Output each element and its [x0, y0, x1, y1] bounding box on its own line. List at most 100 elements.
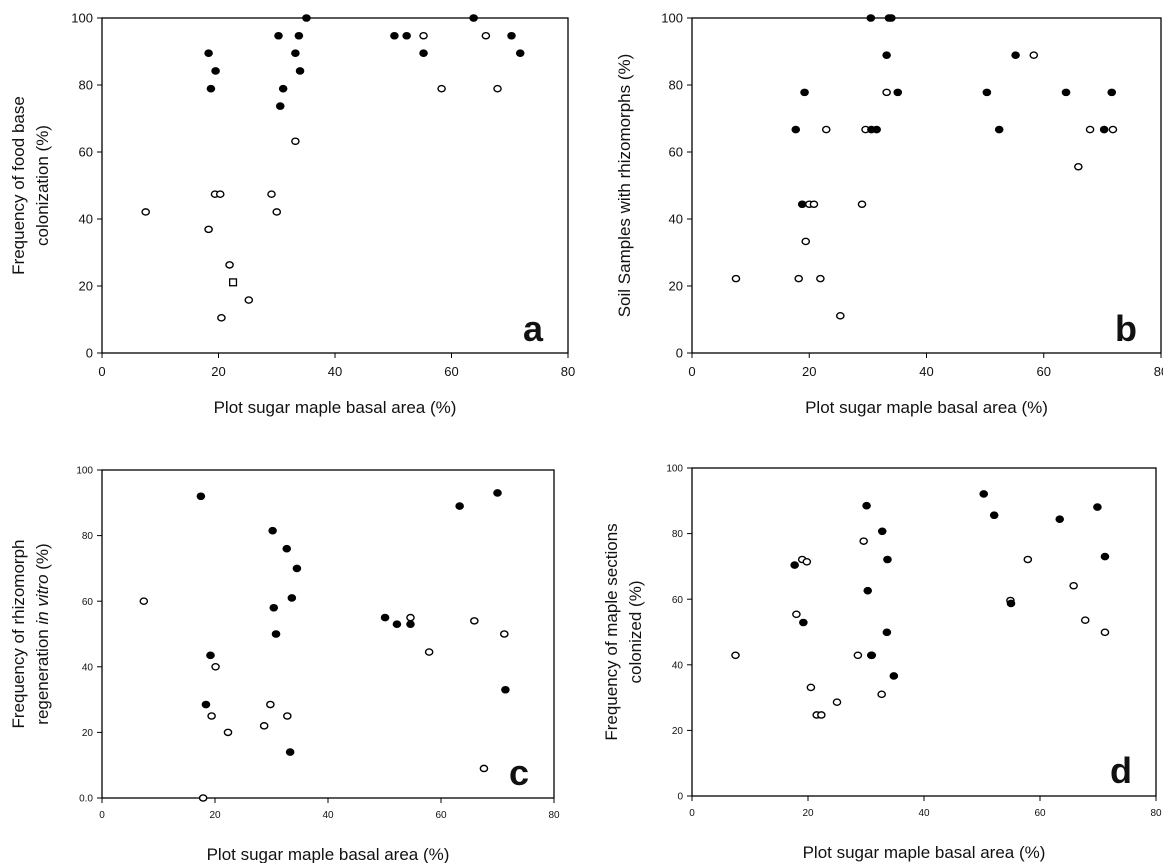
y-tick-label: 0.0 — [79, 794, 93, 805]
y-tick-label: 100 — [76, 466, 93, 477]
data-point-open — [223, 728, 233, 737]
data-point-open — [291, 137, 300, 146]
data-point-open — [1074, 162, 1083, 171]
x-tick-label: 60 — [444, 364, 458, 379]
y-axis-label-part: (%) — [33, 543, 52, 574]
data-point-filled — [1100, 552, 1110, 561]
series-square-open — [229, 278, 238, 287]
data-point-open — [419, 31, 428, 40]
data-point-open — [217, 314, 226, 322]
y-axis-label-part: regeneration — [33, 625, 52, 725]
data-point-filled — [282, 544, 292, 553]
data-point-open — [470, 617, 479, 625]
y-tick-label: 20 — [669, 279, 683, 294]
data-point-filled — [278, 84, 288, 93]
data-point-open — [424, 648, 434, 656]
data-point-filled — [872, 125, 881, 134]
x-tick-label: 0 — [689, 808, 695, 819]
data-point-open — [267, 190, 276, 199]
y-tick-label: 100 — [661, 11, 683, 26]
y-tick-label: 40 — [82, 662, 94, 673]
data-point-filled — [1006, 599, 1016, 608]
data-point-filled — [507, 31, 516, 40]
data-point-open — [801, 237, 811, 246]
x-tick-label: 40 — [918, 808, 930, 819]
data-point-open — [1080, 616, 1090, 624]
panel-a: 0 20 40 60 80 0 20 40 60 80 100 Plot sugar maple ba… — [9, 11, 575, 417]
series-filled — [790, 490, 1110, 680]
data-point-open — [1023, 555, 1033, 564]
y-tick-label: 0 — [86, 346, 93, 361]
data-point-open — [731, 651, 740, 660]
data-point-filled — [275, 102, 285, 110]
panel-letter: d — [1110, 750, 1132, 791]
data-point-open — [139, 597, 149, 606]
data-point-filled — [1061, 88, 1071, 97]
y-tick-label: 0 — [676, 346, 683, 361]
data-point-open — [816, 274, 825, 283]
data-point-open — [406, 613, 415, 622]
x-axis-label: Plot sugar maple basal area (%) — [803, 843, 1046, 862]
data-point-filled — [206, 84, 216, 93]
series-open — [141, 31, 502, 322]
data-point-square — [229, 278, 238, 287]
data-point-open — [204, 225, 213, 234]
y-tick-label: 20 — [672, 726, 684, 737]
data-point-open — [731, 274, 741, 283]
data-point-filled — [800, 88, 809, 97]
y-tick-label: 100 — [666, 464, 683, 475]
data-point-filled — [390, 31, 399, 40]
data-point-filled — [877, 527, 887, 536]
data-point-filled — [883, 555, 892, 564]
data-point-filled — [887, 14, 896, 22]
data-point-filled — [982, 88, 992, 97]
data-point-filled — [455, 502, 464, 510]
data-point-open — [207, 712, 216, 720]
data-point-open — [479, 764, 489, 773]
data-point-filled — [380, 613, 390, 622]
x-axis-label: Plot sugar maple basal area (%) — [805, 398, 1048, 417]
data-point-filled — [419, 49, 428, 57]
x-tick-label: 20 — [209, 810, 221, 821]
x-tick-label: 60 — [1034, 808, 1046, 819]
y-tick-label: 0 — [677, 792, 683, 803]
series-filled — [196, 489, 510, 756]
y-tick-label: 80 — [82, 531, 94, 542]
data-point-filled — [791, 125, 801, 134]
data-point-filled — [196, 492, 206, 501]
data-point-open — [211, 663, 220, 671]
data-point-filled — [979, 490, 989, 498]
series-open — [139, 597, 509, 802]
data-point-open — [1085, 125, 1095, 134]
data-point-filled — [1055, 515, 1065, 523]
x-tick-label: 40 — [322, 810, 334, 821]
y-tick-label: 40 — [672, 660, 684, 671]
data-point-filled — [501, 685, 510, 694]
data-point-filled — [862, 501, 871, 510]
x-tick-label: 80 — [548, 810, 560, 821]
data-point-filled — [291, 49, 300, 57]
data-point-filled — [515, 49, 525, 57]
data-point-open — [859, 537, 868, 545]
y-tick-label: 80 — [79, 78, 93, 93]
data-point-filled — [406, 620, 415, 628]
data-point-open — [499, 630, 509, 638]
data-point-filled — [201, 700, 211, 709]
panels: 0 20 40 60 80 0 20 40 60 80 100 Plot sugar maple ba… — [9, 11, 1163, 863]
panel-b: 0 20 40 60 80 0 20 40 60 80 100 Plot sugar maple ba… — [615, 11, 1163, 417]
data-point-filled — [994, 125, 1004, 134]
data-point-open — [832, 698, 842, 706]
x-tick-label: 0 — [98, 364, 105, 379]
y-axis-label-line: Frequency of rhizomorph — [9, 540, 28, 729]
y-tick-label: 60 — [672, 595, 684, 606]
data-point-filled — [882, 51, 891, 59]
data-point-open — [802, 558, 812, 566]
x-tick-label: 80 — [1150, 808, 1162, 819]
data-point-open — [853, 651, 863, 660]
data-point-open — [817, 711, 826, 719]
data-point-open — [1029, 51, 1039, 59]
data-point-open — [141, 208, 150, 216]
data-point-filled — [271, 630, 281, 638]
x-axis-label: Plot sugar maple basal area (%) — [214, 398, 457, 417]
